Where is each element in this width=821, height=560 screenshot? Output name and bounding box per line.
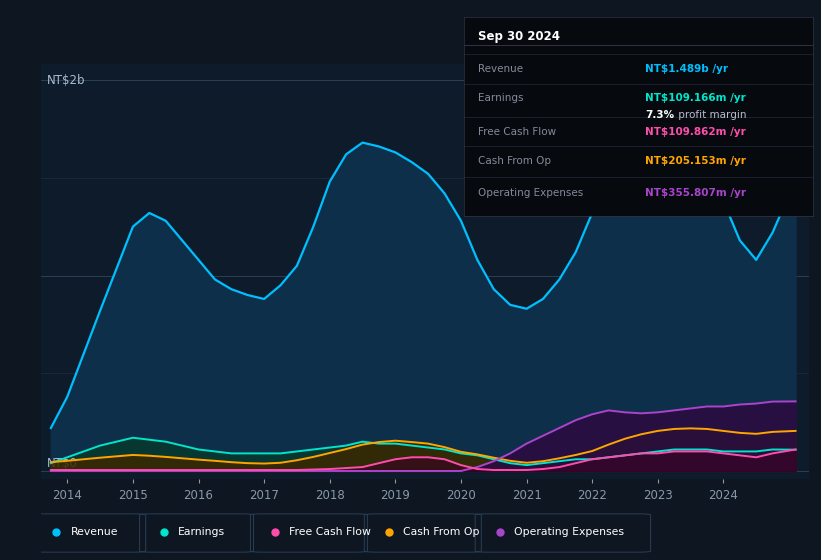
Text: NT$355.807m /yr: NT$355.807m /yr bbox=[645, 188, 746, 198]
Text: NT$109.166m /yr: NT$109.166m /yr bbox=[645, 94, 746, 103]
Text: Cash From Op: Cash From Op bbox=[478, 156, 551, 166]
Text: Revenue: Revenue bbox=[478, 64, 523, 74]
Text: Cash From Op: Cash From Op bbox=[403, 527, 479, 537]
Text: Operating Expenses: Operating Expenses bbox=[514, 527, 624, 537]
Text: 7.3%: 7.3% bbox=[645, 110, 674, 120]
Text: Revenue: Revenue bbox=[71, 527, 118, 537]
Text: NT$2b: NT$2b bbox=[47, 74, 85, 87]
Text: Free Cash Flow: Free Cash Flow bbox=[478, 127, 556, 137]
Text: NT$1.489b /yr: NT$1.489b /yr bbox=[645, 64, 728, 74]
Text: Earnings: Earnings bbox=[478, 94, 523, 103]
Text: Sep 30 2024: Sep 30 2024 bbox=[478, 30, 560, 43]
Text: Free Cash Flow: Free Cash Flow bbox=[289, 527, 371, 537]
Text: NT$205.153m /yr: NT$205.153m /yr bbox=[645, 156, 746, 166]
Text: Earnings: Earnings bbox=[178, 527, 226, 537]
Text: Operating Expenses: Operating Expenses bbox=[478, 188, 583, 198]
Text: NT$0: NT$0 bbox=[47, 457, 78, 470]
Text: NT$109.862m /yr: NT$109.862m /yr bbox=[645, 127, 746, 137]
Text: profit margin: profit margin bbox=[675, 110, 746, 120]
